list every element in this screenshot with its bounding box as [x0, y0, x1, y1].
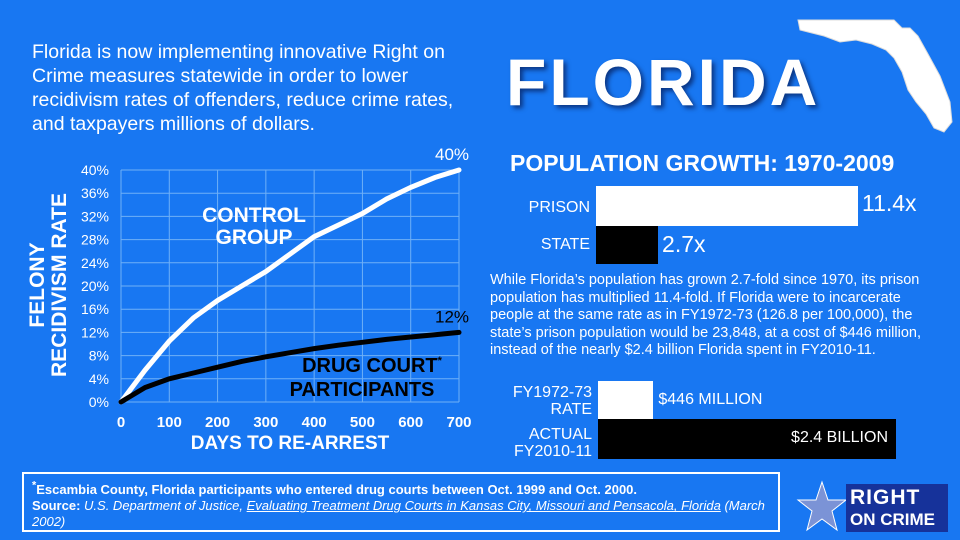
- prison-bar: [596, 186, 858, 226]
- rate-bar-value: $446 MILLION: [658, 391, 763, 408]
- footnote-note: *Escambia County, Florida participants w…: [32, 478, 770, 498]
- control-group-end-label: 40%: [435, 145, 469, 164]
- source-date: (March 2002): [32, 498, 765, 530]
- rate-bar: [598, 381, 654, 419]
- state-bar-label: STATE: [540, 236, 590, 253]
- footnote-box: *Escambia County, Florida participants w…: [22, 472, 780, 532]
- prison-bar-value: 11.4x: [862, 190, 917, 216]
- control-group-line: [118, 167, 462, 405]
- y-tick-label: 28%: [81, 232, 109, 248]
- actual-bar-label-line1: ACTUAL: [528, 426, 592, 443]
- y-axis-ticks: 0% 4% 8% 12% 16% 20% 24% 28% 32% 36% 40%: [81, 162, 109, 410]
- x-axis-label: DAYS TO RE-ARREST: [191, 433, 390, 454]
- y-axis-label-line1: FELONY: [26, 242, 49, 327]
- prison-bar-label: PRISON: [528, 199, 590, 216]
- actual-bar-label: ACTUAL FY2010-11: [496, 426, 592, 460]
- x-tick-label: 700: [446, 414, 471, 431]
- y-tick-label: 36%: [81, 185, 109, 201]
- control-group-label-line2: GROUP: [215, 226, 292, 249]
- y-tick-label: 0%: [89, 394, 109, 410]
- y-tick-label: 4%: [89, 371, 109, 387]
- y-tick-label: 40%: [81, 162, 109, 178]
- actual-bar-value: $2.4 BILLION: [791, 429, 888, 446]
- x-tick-label: 200: [205, 414, 230, 431]
- y-tick-label: 12%: [81, 324, 109, 340]
- chart-grid: [120, 169, 460, 403]
- source-label: Source:: [32, 498, 81, 514]
- recidivism-line-chart: 0% 4% 8% 12% 16% 20% 24% 28% 32% 36% 40% 0 100 200 30…: [26, 145, 472, 454]
- y-tick-label: 8%: [89, 348, 109, 364]
- footnote-asterisk: *: [32, 480, 37, 492]
- x-tick-label: 400: [302, 414, 327, 431]
- drug-court-label-line2: PARTICIPANTS: [290, 379, 435, 401]
- x-tick-label: 500: [350, 414, 375, 431]
- drug-court-line: [118, 329, 462, 405]
- logo-text-line1: RIGHT: [850, 486, 921, 509]
- intro-text: Florida is now implementing innovative R…: [32, 41, 454, 135]
- drug-court-end-label: 12%: [435, 307, 469, 326]
- x-tick-label: 100: [157, 414, 182, 431]
- right-on-crime-logo: RIGHT ON CRIME: [796, 480, 950, 536]
- source-agency: U.S. Department of Justice,: [84, 498, 243, 514]
- florida-map-icon: [797, 19, 953, 133]
- population-growth-title: POPULATION GROWTH: 1970-2009: [510, 150, 895, 176]
- y-tick-label: 32%: [81, 208, 109, 224]
- actual-bar: [598, 419, 896, 459]
- state-bar: [596, 226, 659, 264]
- rate-bar-label-line2: RATE: [550, 401, 592, 418]
- logo-box: [846, 484, 948, 532]
- footnote-note-text: Escambia County, Florida participants wh…: [36, 482, 638, 498]
- x-tick-label: 0: [117, 414, 125, 431]
- star-icon: [796, 480, 848, 532]
- rate-bar-label: FY1972-73 RATE: [496, 384, 592, 418]
- rate-bar-label-line1: FY1972-73: [512, 384, 592, 401]
- control-group-label-line1: CONTROL: [202, 204, 306, 227]
- x-tick-label: 600: [398, 414, 423, 431]
- state-bar-value: 2.7x: [662, 231, 706, 257]
- x-axis-ticks: 0 100 200 300 400 500 600 700: [117, 414, 472, 431]
- actual-bar-label-line2: FY2010-11: [514, 443, 592, 460]
- y-tick-label: 24%: [81, 255, 109, 271]
- logo-text-line2: ON CRIME: [850, 510, 935, 529]
- source-title-link[interactable]: Evaluating Treatment Drug Courts in Kans…: [246, 498, 721, 514]
- state-title: FLORIDA: [506, 45, 821, 119]
- body-paragraph: While Florida’s population has grown 2.7…: [490, 272, 921, 358]
- y-tick-label: 16%: [81, 301, 109, 317]
- footnote-source: Source: U.S. Department of Justice, Eval…: [32, 498, 770, 530]
- y-axis-label-line2: RECIDIVISM RATE: [48, 193, 71, 377]
- drug-court-label-line1: DRUG COURT*: [302, 355, 443, 377]
- x-tick-label: 300: [253, 414, 278, 431]
- y-tick-label: 20%: [81, 278, 109, 294]
